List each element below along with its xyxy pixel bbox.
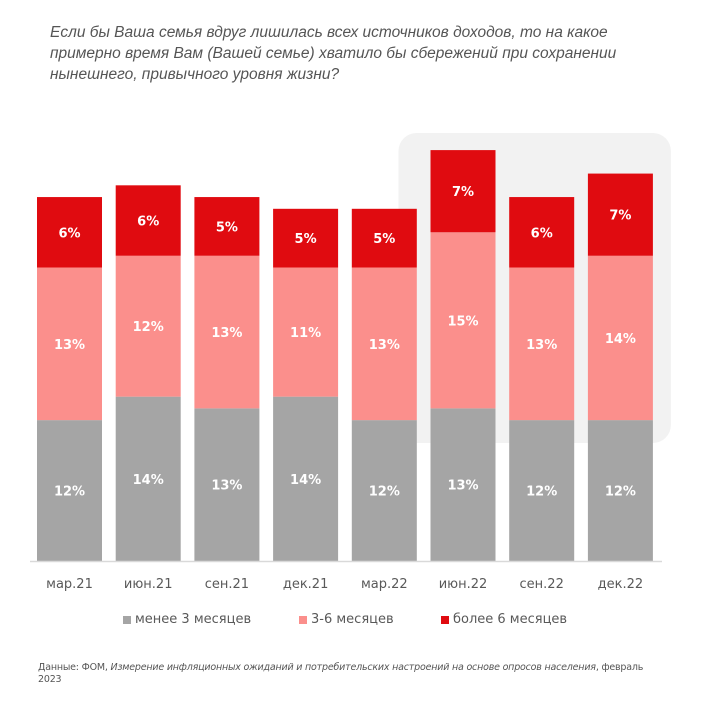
data-label: 6% (137, 215, 159, 230)
source-title: Измерение инфляционных ожиданий и потреб… (110, 662, 596, 673)
data-label: 13% (211, 326, 242, 341)
data-label: 12% (605, 485, 636, 500)
data-label: 5% (373, 232, 395, 247)
bar-segment (194, 197, 260, 256)
bar-segment (587, 255, 653, 421)
legend-label: более 6 месяцев (453, 612, 568, 627)
bar-segment (273, 208, 339, 268)
legend-item-3-6-months: 3-6 месяцев (299, 612, 394, 627)
x-tick-label: сен.22 (520, 577, 564, 592)
x-tick-label: июн.22 (439, 577, 488, 592)
bar-segment (351, 420, 417, 561)
data-label: 12% (133, 320, 164, 335)
bar-segment (351, 267, 417, 421)
data-label: 12% (526, 485, 557, 500)
bar-segment (37, 267, 102, 421)
data-label: 6% (58, 226, 80, 241)
chart-plot-area: 12% 13% 6% мар.21 14% 12% 6% июн.21 13% 13% 5% сен.… (30, 133, 671, 592)
bar-segment (587, 173, 653, 256)
data-label: 5% (216, 220, 238, 235)
bar-segment (273, 267, 339, 397)
bar-segment (509, 267, 575, 421)
x-tick-label: мар.21 (46, 577, 93, 592)
bar-segment (587, 420, 653, 561)
legend-label: менее 3 месяцев (135, 612, 252, 627)
bar-segment (430, 408, 496, 561)
bar-segment (115, 185, 181, 256)
data-label: 7% (452, 185, 474, 200)
data-label: 11% (290, 326, 321, 341)
legend-swatch (299, 615, 307, 624)
legend-swatch (123, 615, 131, 624)
bar-segment (430, 232, 496, 409)
data-label: 5% (295, 232, 317, 247)
bar-segment (37, 197, 102, 268)
x-tick-label: июн.21 (124, 577, 173, 592)
source-suffix: , февраль 2023 (38, 662, 644, 685)
source-note: Данные: ФОМ, Измерение инфляционных ожид… (38, 662, 658, 686)
bar-segment (430, 150, 496, 233)
chart-title: Если бы Ваша семья вдруг лишилась всех и… (50, 24, 617, 83)
source-prefix: Данные: ФОМ, (38, 662, 111, 673)
data-label: 6% (531, 226, 553, 241)
data-label: 7% (609, 209, 631, 224)
data-label: 13% (447, 479, 478, 494)
legend-item-more-6-months: более 6 месяцев (441, 612, 567, 627)
data-label: 13% (54, 338, 85, 353)
x-tick-label: дек.21 (283, 577, 329, 592)
data-label: 13% (211, 479, 242, 494)
data-label: 13% (526, 338, 557, 353)
bar-segment (509, 197, 575, 268)
legend-swatch (441, 615, 449, 624)
bar-segment (115, 255, 181, 397)
bar-segment (194, 408, 260, 561)
data-label: 14% (290, 473, 321, 488)
data-label: 12% (54, 485, 85, 500)
bar-segment (37, 420, 102, 561)
bar-segment (509, 420, 575, 561)
data-label: 12% (369, 485, 400, 500)
data-label: 13% (369, 338, 400, 353)
x-tick-label: мар.22 (361, 577, 408, 592)
x-tick-label: дек.22 (598, 577, 644, 592)
chart-legend: менее 3 месяцев 3-6 месяцев более 6 меся… (0, 612, 718, 636)
bar-segment (351, 208, 417, 268)
x-tick-label: сен.21 (205, 577, 249, 592)
bar-segment (194, 255, 260, 409)
legend-label: 3-6 месяцев (311, 612, 394, 627)
data-label: 14% (133, 473, 164, 488)
legend-item-less-3-months: менее 3 месяцев (123, 612, 251, 627)
bar-segment (115, 396, 181, 561)
data-label: 15% (447, 314, 478, 329)
data-label: 14% (605, 332, 636, 347)
bar-segment (273, 396, 339, 561)
